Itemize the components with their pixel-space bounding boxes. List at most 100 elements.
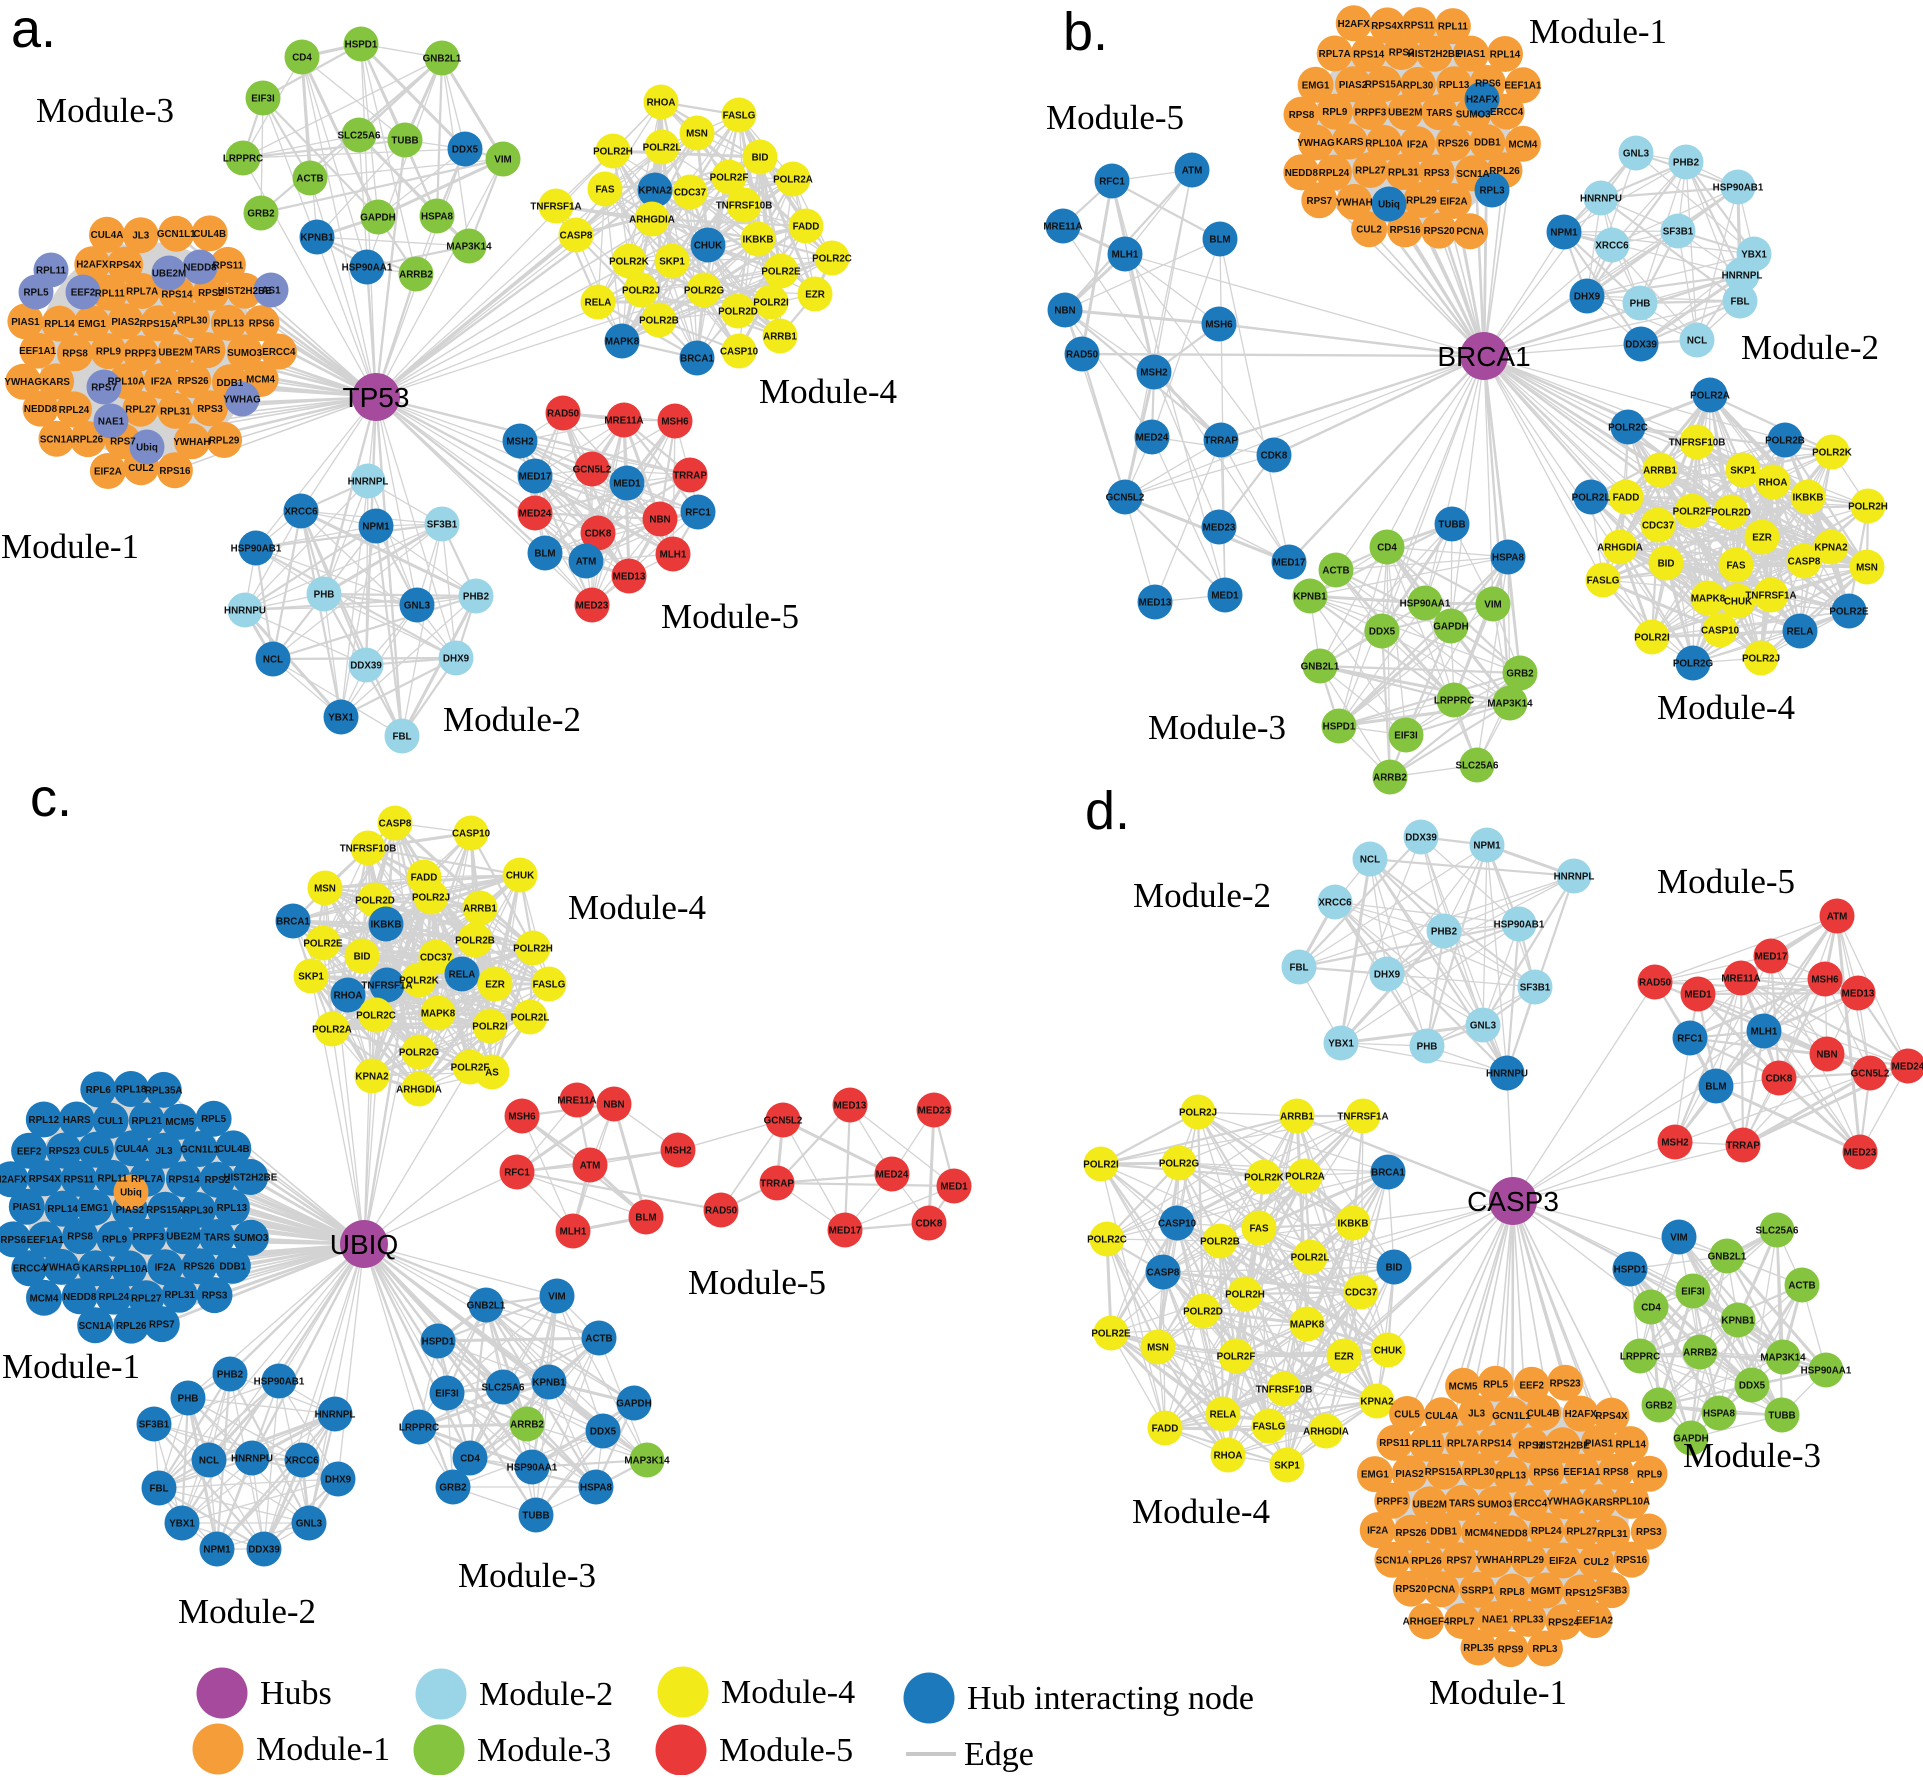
svg-text:RPS14: RPS14 xyxy=(1353,49,1385,60)
svg-text:RPS14: RPS14 xyxy=(161,290,193,301)
svg-text:MED13: MED13 xyxy=(834,1101,867,1112)
svg-text:POLR2J: POLR2J xyxy=(622,286,660,297)
svg-text:RPL27: RPL27 xyxy=(131,1294,162,1305)
svg-text:GNL3: GNL3 xyxy=(1470,1021,1497,1032)
svg-text:RFC1: RFC1 xyxy=(685,508,711,519)
svg-text:HARS: HARS xyxy=(63,1115,91,1126)
svg-text:MED13: MED13 xyxy=(1139,598,1172,609)
svg-text:ATM: ATM xyxy=(576,557,597,568)
svg-text:RHOA: RHOA xyxy=(334,991,363,1002)
svg-text:POLR2E: POLR2E xyxy=(1091,1329,1131,1340)
svg-text:YWHAH: YWHAH xyxy=(173,437,210,448)
svg-text:TNFRSF1A: TNFRSF1A xyxy=(1337,1112,1388,1123)
svg-text:RAD50: RAD50 xyxy=(547,409,580,420)
svg-text:SLC25A6: SLC25A6 xyxy=(337,131,381,142)
svg-text:YWHAG: YWHAG xyxy=(1547,1497,1585,1508)
svg-text:UBE2M: UBE2M xyxy=(158,348,192,359)
svg-text:DHX9: DHX9 xyxy=(325,1475,352,1486)
svg-text:RPL8: RPL8 xyxy=(1500,1587,1526,1598)
svg-text:PHB2: PHB2 xyxy=(217,1370,244,1381)
svg-text:RPS9: RPS9 xyxy=(1498,1645,1524,1656)
svg-text:MSH6: MSH6 xyxy=(661,417,689,428)
svg-text:YWHAG: YWHAG xyxy=(223,395,261,406)
svg-text:RPS3: RPS3 xyxy=(197,404,223,415)
svg-text:HSP90AB1: HSP90AB1 xyxy=(1713,183,1764,194)
svg-text:RPL9: RPL9 xyxy=(1322,107,1348,118)
svg-text:HSP90AB1: HSP90AB1 xyxy=(231,544,282,555)
svg-text:MED13: MED13 xyxy=(613,572,646,583)
svg-text:POLR2G: POLR2G xyxy=(1159,1159,1200,1170)
svg-text:MSH6: MSH6 xyxy=(508,1112,536,1123)
svg-text:IF2A: IF2A xyxy=(155,1263,176,1274)
svg-text:RPS6: RPS6 xyxy=(0,1235,26,1246)
svg-text:BID: BID xyxy=(354,952,371,963)
svg-text:FAS: FAS xyxy=(1249,1224,1269,1235)
svg-text:BLM: BLM xyxy=(534,549,555,560)
svg-text:RPL33: RPL33 xyxy=(1513,1614,1544,1625)
svg-text:BID: BID xyxy=(752,153,769,164)
svg-text:MAP3K14: MAP3K14 xyxy=(446,242,492,253)
svg-text:RPS20: RPS20 xyxy=(1424,226,1456,237)
svg-text:MED1: MED1 xyxy=(940,1182,968,1193)
svg-text:POLR2J: POLR2J xyxy=(1179,1108,1217,1119)
svg-text:RPS4X: RPS4X xyxy=(1595,1411,1628,1422)
svg-text:RPL26: RPL26 xyxy=(1411,1556,1442,1567)
svg-text:MAPK8: MAPK8 xyxy=(605,337,640,348)
svg-text:PIAS1: PIAS1 xyxy=(1457,49,1486,60)
svg-text:Ubiq: Ubiq xyxy=(1378,200,1400,211)
svg-text:GAPDH: GAPDH xyxy=(1433,622,1468,633)
svg-text:DDX5: DDX5 xyxy=(1739,1381,1766,1392)
svg-text:HNRNPL: HNRNPL xyxy=(1554,872,1595,883)
svg-text:JL3: JL3 xyxy=(132,231,149,242)
svg-text:SKP1: SKP1 xyxy=(298,972,324,983)
svg-text:UBE2M: UBE2M xyxy=(152,269,186,280)
svg-text:RPS26: RPS26 xyxy=(1438,139,1470,150)
svg-text:TNFRSF1A: TNFRSF1A xyxy=(1745,591,1796,602)
svg-text:CDK8: CDK8 xyxy=(916,1219,943,1230)
svg-text:SKP1: SKP1 xyxy=(1730,466,1756,477)
svg-text:Ubiq: Ubiq xyxy=(136,443,158,454)
svg-text:AS: AS xyxy=(485,1068,499,1079)
svg-text:RPS15A: RPS15A xyxy=(146,1205,184,1216)
svg-text:VIM: VIM xyxy=(494,155,511,166)
svg-text:PRPF3: PRPF3 xyxy=(133,1232,165,1243)
svg-text:CASP8: CASP8 xyxy=(379,819,412,830)
svg-text:RPL11: RPL11 xyxy=(95,288,126,299)
svg-text:CASP10: CASP10 xyxy=(452,829,491,840)
svg-text:CD4: CD4 xyxy=(1377,543,1397,554)
svg-text:CDK8: CDK8 xyxy=(585,529,612,540)
svg-text:DDX39: DDX39 xyxy=(1625,340,1657,351)
svg-text:RPL11: RPL11 xyxy=(1412,1439,1443,1450)
svg-text:SF3B1: SF3B1 xyxy=(427,520,458,531)
svg-text:TNFRSF1A: TNFRSF1A xyxy=(530,202,581,213)
svg-text:NEDD8: NEDD8 xyxy=(183,263,217,274)
svg-text:YBX1: YBX1 xyxy=(1741,250,1767,261)
svg-text:NPM1: NPM1 xyxy=(203,1545,231,1556)
svg-text:RPL13: RPL13 xyxy=(1439,80,1470,91)
svg-text:BRCA1: BRCA1 xyxy=(1437,341,1530,372)
svg-text:POLR2I: POLR2I xyxy=(1083,1160,1119,1171)
svg-text:MLH1: MLH1 xyxy=(560,1227,587,1238)
svg-text:RPS3: RPS3 xyxy=(1424,168,1450,179)
svg-text:RHOA: RHOA xyxy=(1759,478,1788,489)
svg-text:PHB: PHB xyxy=(1417,1042,1438,1053)
svg-text:RPL26: RPL26 xyxy=(1489,166,1520,177)
svg-text:UBIQ: UBIQ xyxy=(330,1229,398,1260)
svg-text:GCN5L2: GCN5L2 xyxy=(573,465,612,476)
svg-text:DDX39: DDX39 xyxy=(248,1545,280,1556)
svg-text:HSPA8: HSPA8 xyxy=(421,212,453,223)
svg-text:MLH1: MLH1 xyxy=(1751,1027,1778,1038)
svg-text:DDX5: DDX5 xyxy=(1369,627,1396,638)
svg-text:TRRAP: TRRAP xyxy=(1726,1141,1760,1152)
svg-text:RPL14: RPL14 xyxy=(47,1204,78,1215)
svg-text:RPL11: RPL11 xyxy=(36,266,67,277)
svg-text:RPL7A: RPL7A xyxy=(1319,49,1351,60)
svg-text:EEF1A2: EEF1A2 xyxy=(1576,1616,1614,1627)
svg-text:CASP8: CASP8 xyxy=(1147,1268,1180,1279)
svg-text:FADD: FADD xyxy=(1613,493,1640,504)
svg-text:RPS3: RPS3 xyxy=(1636,1527,1662,1538)
svg-text:TP53: TP53 xyxy=(343,382,410,413)
svg-text:RPL27: RPL27 xyxy=(1566,1527,1597,1538)
svg-text:Module-3: Module-3 xyxy=(458,1556,596,1595)
svg-text:MCM5: MCM5 xyxy=(165,1117,194,1128)
